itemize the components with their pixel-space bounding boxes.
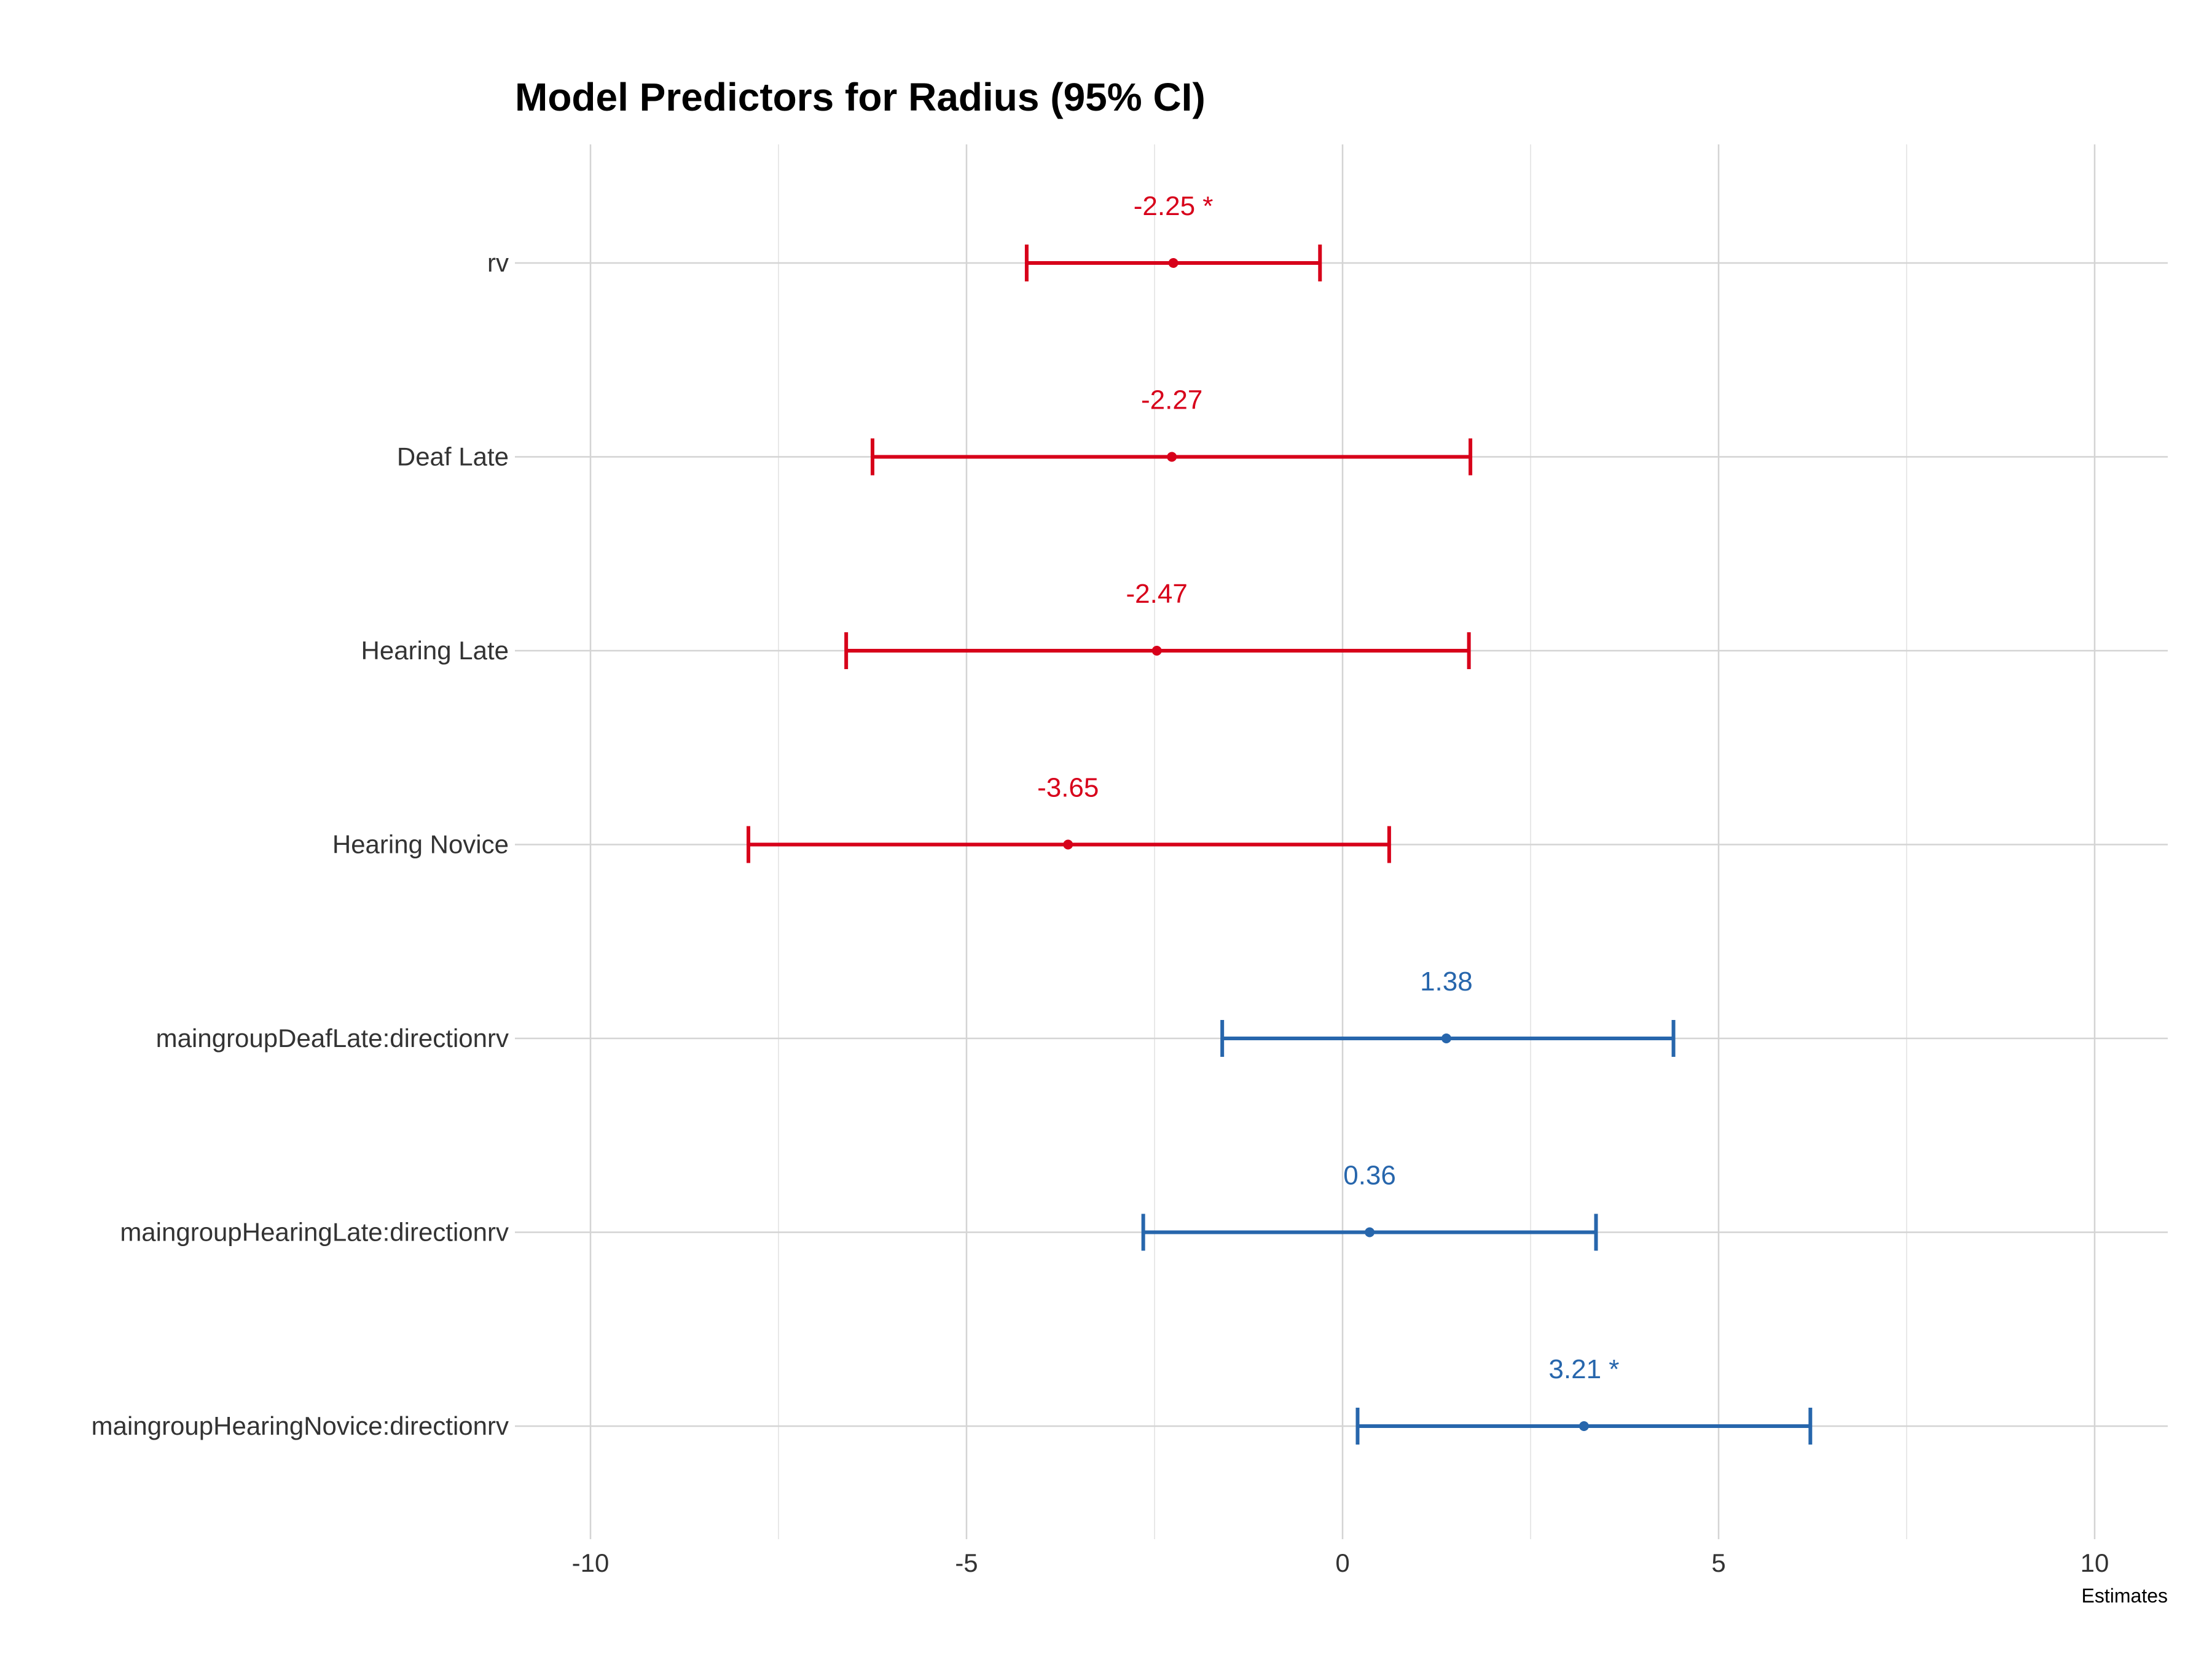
term-estimate: -2.27 [871, 385, 1473, 476]
term-estimate: -2.25 * [1024, 191, 1322, 281]
estimate-value-label: -2.25 * [1134, 191, 1214, 221]
estimate-point [1151, 646, 1162, 656]
y-tick-label: Hearing Novice [332, 830, 509, 859]
y-tick-label: Hearing Late [361, 636, 509, 665]
term-estimate: -3.65 [747, 773, 1391, 863]
x-tick-label: -10 [572, 1548, 610, 1577]
grid-lines [515, 144, 2168, 1539]
x-tick-label: 10 [2081, 1548, 2109, 1577]
estimate-point [1365, 1227, 1375, 1237]
x-tick-label: -5 [955, 1548, 978, 1577]
estimate-value-label: 0.36 [1343, 1161, 1396, 1191]
estimate-value-label: 1.38 [1420, 967, 1473, 997]
x-tick-label: 5 [1711, 1548, 1725, 1577]
estimate-point [1167, 452, 1177, 462]
y-tick-label: rv [487, 248, 509, 277]
x-axis-label: Estimates [2082, 1585, 2168, 1607]
y-tick-label: maingroupHearingNovice:directionrv [92, 1411, 509, 1440]
y-tick-label: maingroupHearingLate:directionrv [120, 1218, 509, 1247]
estimate-point [1063, 839, 1073, 850]
term-estimate: -2.47 [844, 579, 1471, 669]
x-tick-labels: -10 -5 0 5 10 [572, 1548, 2109, 1577]
term-estimate: 0.36 [1141, 1161, 1598, 1251]
estimate-value-label: -2.27 [1141, 385, 1202, 415]
y-tick-labels: rv Deaf Late Hearing Late Hearing Novice mai… [92, 248, 509, 1440]
x-tick-label: 0 [1335, 1548, 1349, 1577]
term-estimate: 1.38 [1220, 967, 1676, 1057]
term-estimate: 3.21 * [1355, 1354, 1813, 1445]
estimate-point [1168, 258, 1179, 268]
estimate-value-label: -2.47 [1126, 579, 1188, 609]
estimate-value-label: -3.65 [1037, 773, 1099, 803]
y-tick-label: Deaf Late [397, 442, 509, 471]
estimate-marks: -2.25 * -2.27 -2.47 -3.65 1.38 0.36 3.21 * [747, 191, 1813, 1445]
estimate-point [1441, 1033, 1451, 1043]
chart-title: Model Predictors for Radius (95% CI) [515, 75, 1206, 119]
estimate-value-label: 3.21 * [1548, 1354, 1619, 1384]
estimate-point [1579, 1421, 1589, 1431]
y-tick-label: maingroupDeafLate:directionrv [156, 1024, 509, 1053]
